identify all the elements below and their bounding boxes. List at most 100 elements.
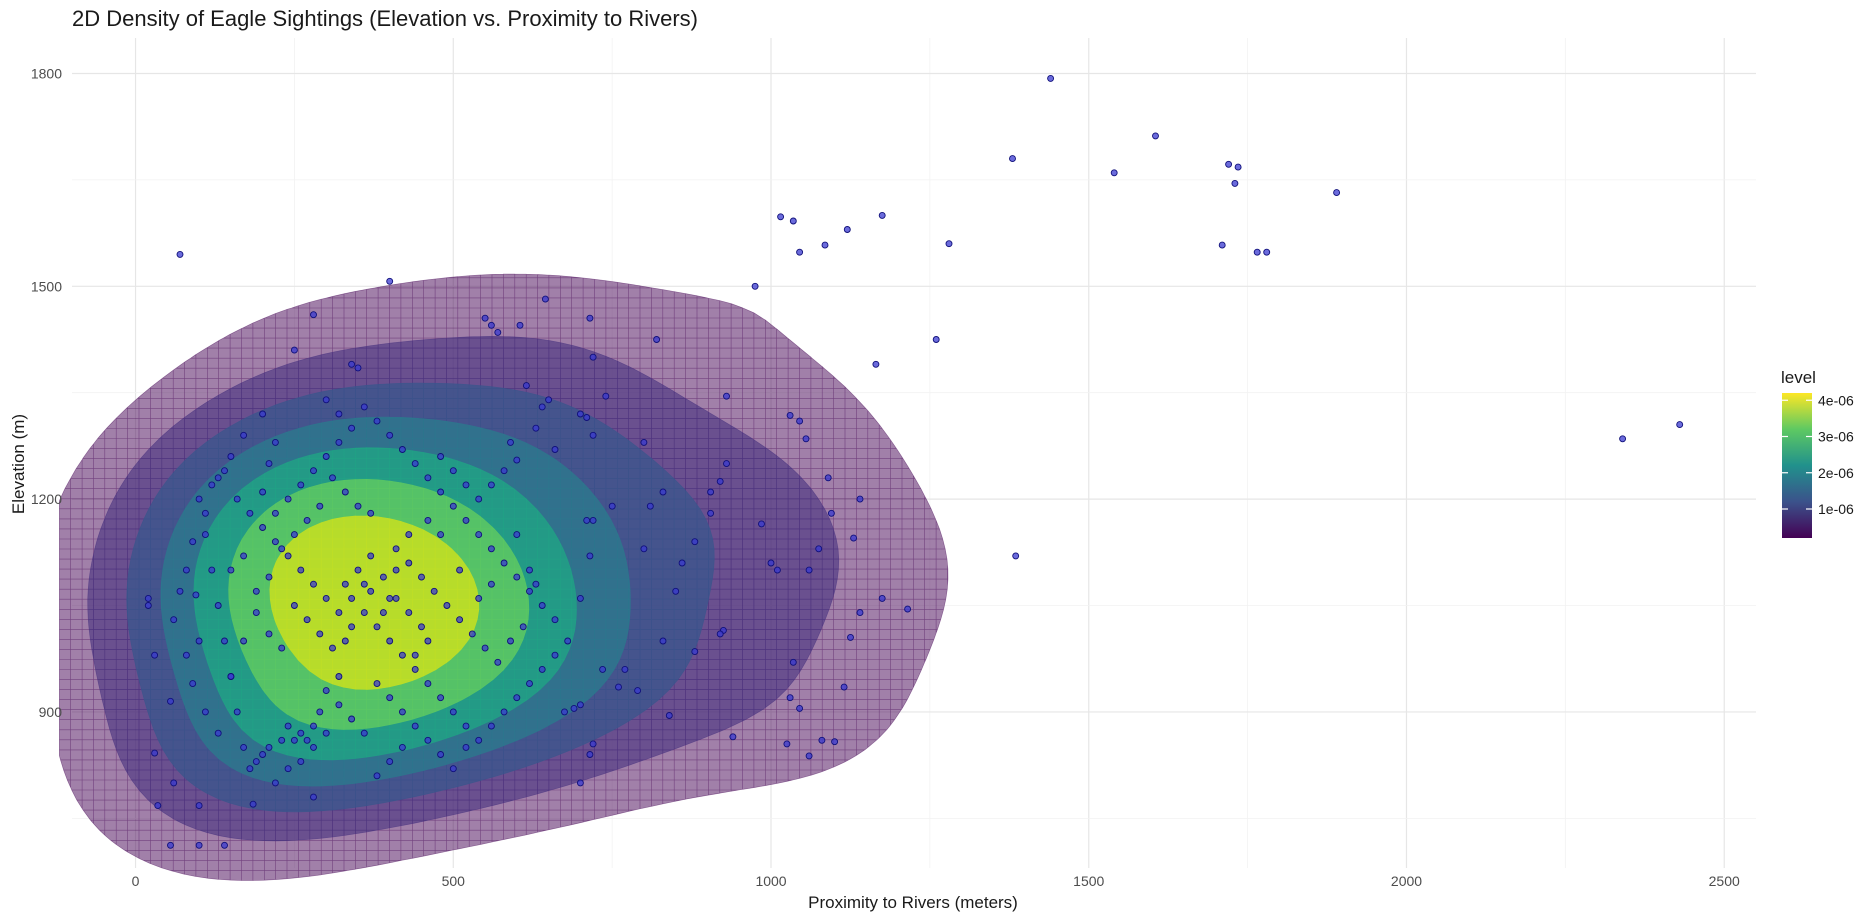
data-point: [586, 314, 594, 322]
data-point: [297, 758, 305, 766]
data-point: [271, 438, 279, 446]
data-point: [278, 545, 286, 553]
data-point: [424, 736, 432, 744]
data-point: [513, 694, 521, 702]
density-band: [269, 515, 480, 690]
data-point: [335, 701, 343, 709]
data-point: [449, 467, 457, 475]
data-point: [468, 630, 476, 638]
data-point: [386, 594, 394, 602]
data-point: [348, 594, 356, 602]
data-point: [189, 538, 197, 546]
data-point: [265, 573, 273, 581]
data-point: [1263, 248, 1271, 256]
data-point: [538, 665, 546, 673]
data-point: [1253, 248, 1261, 256]
x-tick-label: 2500: [1709, 873, 1740, 889]
data-point: [475, 594, 483, 602]
data-point: [672, 587, 680, 595]
data-point: [586, 751, 594, 758]
data-point: [462, 743, 470, 751]
data-point: [475, 531, 483, 539]
data-point: [310, 467, 317, 475]
data-point: [424, 680, 432, 688]
data-point: [487, 545, 495, 553]
data-point: [310, 793, 317, 801]
data-point: [233, 708, 241, 716]
data-point: [290, 531, 298, 539]
data-point: [621, 665, 629, 673]
data-point: [284, 722, 292, 730]
data-point: [379, 609, 387, 617]
data-point: [538, 602, 546, 609]
data-point: [796, 248, 804, 256]
data-point: [348, 424, 356, 432]
data-point: [449, 765, 457, 773]
data-point: [723, 392, 730, 400]
data-point: [167, 841, 174, 849]
data-point: [227, 453, 235, 460]
data-point: [500, 559, 508, 567]
data-point: [659, 637, 667, 645]
data-point: [570, 704, 578, 712]
axes: 0 500 1000 1500 2000 2500 900 1200 1500 1800: [31, 65, 1740, 889]
x-tick-label: 0: [132, 873, 140, 889]
data-point: [201, 531, 209, 539]
data-point: [354, 566, 362, 574]
data-point: [519, 623, 527, 631]
data-point: [576, 410, 584, 418]
data-point: [341, 637, 349, 645]
data-point: [586, 552, 594, 560]
data-point: [144, 602, 152, 609]
data-point: [259, 524, 267, 531]
data-point: [449, 708, 457, 716]
data-point: [583, 516, 591, 524]
data-point: [398, 708, 406, 716]
data-point: [1231, 179, 1239, 187]
data-point: [872, 360, 880, 368]
data-point: [240, 743, 248, 751]
data-point: [335, 673, 343, 680]
data-point: [322, 453, 330, 460]
data-point: [526, 680, 533, 688]
data-point: [878, 594, 886, 602]
data-point: [189, 680, 197, 688]
data-point: [151, 651, 159, 659]
data-point: [487, 321, 495, 329]
data-point: [500, 467, 508, 475]
data-point: [316, 630, 324, 638]
y-axis-title: Elevation (m): [9, 414, 28, 514]
legend-colorbar: [1782, 393, 1812, 538]
data-point: [532, 580, 540, 588]
legend: level 4e-06 3e-06 2e-06 1e-06: [1781, 368, 1854, 538]
data-point: [284, 552, 292, 560]
data-point: [716, 477, 724, 485]
data-point: [850, 534, 858, 542]
data-point: [348, 360, 356, 368]
data-point: [322, 729, 330, 737]
data-point: [259, 488, 267, 496]
x-tick-label: 1000: [755, 873, 786, 889]
data-point: [424, 474, 432, 482]
data-point: [386, 637, 394, 645]
data-point: [475, 495, 483, 503]
data-point: [208, 566, 216, 574]
data-point: [335, 609, 343, 617]
data-point: [329, 474, 336, 482]
data-point: [335, 438, 343, 446]
data-point: [878, 211, 886, 219]
data-point: [449, 502, 457, 510]
data-point: [398, 446, 406, 453]
legend-label: 1e-06: [1818, 501, 1854, 517]
data-point: [507, 637, 514, 645]
data-point: [437, 531, 445, 539]
data-point: [154, 802, 162, 810]
data-point: [516, 321, 524, 329]
data-point: [1234, 163, 1242, 171]
data-point: [392, 545, 400, 553]
data-point: [316, 708, 324, 716]
data-point: [367, 552, 375, 560]
data-point: [634, 687, 642, 695]
scatter-points: [144, 74, 1684, 849]
data-point: [265, 460, 273, 468]
